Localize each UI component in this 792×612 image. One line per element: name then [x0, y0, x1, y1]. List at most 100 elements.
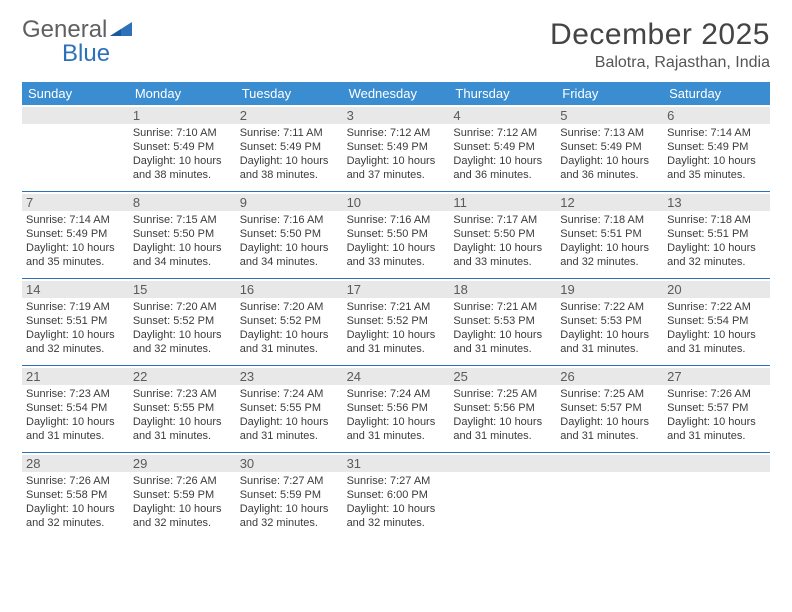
day-info-line: and 31 minutes.	[667, 429, 766, 443]
day-info-line: Sunset: 5:52 PM	[240, 314, 339, 328]
day-info-line: and 34 minutes.	[240, 255, 339, 269]
day-info-line: Sunset: 5:57 PM	[560, 401, 659, 415]
day-info-line: Daylight: 10 hours	[453, 415, 552, 429]
day-info-line: Sunset: 5:50 PM	[347, 227, 446, 241]
day-info-line: Sunset: 5:51 PM	[26, 314, 125, 328]
day-number: 13	[663, 194, 770, 211]
calendar-cell: 16 Sunrise: 7:20 AMSunset: 5:52 PMDayligh…	[236, 279, 343, 365]
day-number: 4	[449, 107, 556, 124]
day-info-line: and 31 minutes.	[560, 342, 659, 356]
day-info-line: and 31 minutes.	[240, 342, 339, 356]
day-info-line: Sunrise: 7:16 AM	[347, 213, 446, 227]
day-number: 18	[449, 281, 556, 298]
day-of-week-header: Sunday Monday Tuesday Wednesday Thursday…	[22, 82, 770, 105]
day-info-line: Daylight: 10 hours	[26, 502, 125, 516]
calendar: Sunday Monday Tuesday Wednesday Thursday…	[22, 82, 770, 539]
day-number: 16	[236, 281, 343, 298]
day-info-line: Sunrise: 7:12 AM	[453, 126, 552, 140]
day-info-line: and 31 minutes.	[240, 429, 339, 443]
calendar-cell: 7Sunrise: 7:14 AMSunset: 5:49 PMDaylight…	[22, 192, 129, 278]
day-number: 25	[449, 368, 556, 385]
month-title: December 2025	[550, 18, 770, 52]
calendar-cell: 29Sunrise: 7:26 AMSunset: 5:59 PMDayligh…	[129, 453, 236, 539]
day-info-line: Sunset: 5:56 PM	[453, 401, 552, 415]
calendar-cell	[556, 453, 663, 539]
day-number-empty	[449, 455, 556, 472]
day-number: 3	[343, 107, 450, 124]
day-info-line: Sunrise: 7:23 AM	[133, 387, 232, 401]
dow-wednesday: Wednesday	[343, 82, 450, 105]
day-info: Sunrise: 7:25 AMSunset: 5:56 PMDaylight:…	[453, 387, 556, 443]
title-block: December 2025 Balotra, Rajasthan, India	[550, 18, 770, 72]
day-info: Sunrise: 7:20 AMSunset: 5:52 PMDaylight:…	[240, 300, 343, 356]
day-info-line: Sunset: 5:49 PM	[133, 140, 232, 154]
calendar-week: 1Sunrise: 7:10 AMSunset: 5:49 PMDaylight…	[22, 105, 770, 192]
day-info-line: Sunset: 5:53 PM	[560, 314, 659, 328]
day-info-line: Sunset: 5:53 PM	[453, 314, 552, 328]
day-info-line: Daylight: 10 hours	[133, 328, 232, 342]
day-info: Sunrise: 7:16 AMSunset: 5:50 PMDaylight:…	[240, 213, 343, 269]
day-number: 23	[236, 368, 343, 385]
day-info-line: Sunrise: 7:26 AM	[667, 387, 766, 401]
day-info-line: Sunrise: 7:27 AM	[240, 474, 339, 488]
day-info: Sunrise: 7:21 AMSunset: 5:52 PMDaylight:…	[347, 300, 450, 356]
day-number: 10	[343, 194, 450, 211]
day-info-line: Daylight: 10 hours	[133, 502, 232, 516]
calendar-cell: 11Sunrise: 7:17 AMSunset: 5:50 PMDayligh…	[449, 192, 556, 278]
day-number: 9	[236, 194, 343, 211]
day-info-line: and 33 minutes.	[347, 255, 446, 269]
calendar-cell: 1Sunrise: 7:10 AMSunset: 5:49 PMDaylight…	[129, 105, 236, 191]
day-info-line: Sunset: 5:49 PM	[667, 140, 766, 154]
day-info-line: Sunset: 5:57 PM	[667, 401, 766, 415]
day-info-line: Daylight: 10 hours	[26, 328, 125, 342]
day-number: 19	[556, 281, 663, 298]
day-info: Sunrise: 7:27 AMSunset: 6:00 PMDaylight:…	[347, 474, 450, 530]
calendar-cell: 8Sunrise: 7:15 AMSunset: 5:50 PMDaylight…	[129, 192, 236, 278]
day-number: 1	[129, 107, 236, 124]
day-info-line: and 37 minutes.	[347, 168, 446, 182]
day-info-line: and 32 minutes.	[667, 255, 766, 269]
day-info-line: Sunrise: 7:18 AM	[560, 213, 659, 227]
day-info-line: Daylight: 10 hours	[560, 241, 659, 255]
day-info-line: Daylight: 10 hours	[453, 328, 552, 342]
day-info-line: Sunset: 5:59 PM	[133, 488, 232, 502]
logo-text-blue: Blue	[62, 40, 110, 67]
day-info-line: Sunset: 5:49 PM	[347, 140, 446, 154]
day-info: Sunrise: 7:22 AMSunset: 5:53 PMDaylight:…	[560, 300, 663, 356]
day-info: Sunrise: 7:11 AMSunset: 5:49 PMDaylight:…	[240, 126, 343, 182]
day-number: 15	[129, 281, 236, 298]
day-info-line: Daylight: 10 hours	[667, 241, 766, 255]
day-info: Sunrise: 7:16 AMSunset: 5:50 PMDaylight:…	[347, 213, 450, 269]
calendar-cell: 28Sunrise: 7:26 AMSunset: 5:58 PMDayligh…	[22, 453, 129, 539]
calendar-week: 14Sunrise: 7:19 AMSunset: 5:51 PMDayligh…	[22, 279, 770, 366]
day-info-line: Daylight: 10 hours	[347, 328, 446, 342]
day-info-line: Sunrise: 7:20 AM	[133, 300, 232, 314]
day-info: Sunrise: 7:12 AMSunset: 5:49 PMDaylight:…	[453, 126, 556, 182]
day-number: 17	[343, 281, 450, 298]
day-info-line: Sunrise: 7:15 AM	[133, 213, 232, 227]
calendar-cell: 4 Sunrise: 7:12 AMSunset: 5:49 PMDaylight…	[449, 105, 556, 191]
calendar-cell: 26Sunrise: 7:25 AMSunset: 5:57 PMDayligh…	[556, 366, 663, 452]
day-number: 28	[22, 455, 129, 472]
day-info-line: and 31 minutes.	[560, 429, 659, 443]
day-info-line: Sunrise: 7:21 AM	[347, 300, 446, 314]
day-info-line: Daylight: 10 hours	[560, 154, 659, 168]
calendar-cell: 31Sunrise: 7:27 AMSunset: 6:00 PMDayligh…	[343, 453, 450, 539]
day-info-line: Sunrise: 7:20 AM	[240, 300, 339, 314]
calendar-cell: 25 Sunrise: 7:25 AMSunset: 5:56 PMDayligh…	[449, 366, 556, 452]
day-number: 11	[449, 194, 556, 211]
day-info-line: Sunrise: 7:25 AM	[560, 387, 659, 401]
day-info-line: Sunset: 5:55 PM	[240, 401, 339, 415]
day-info-line: and 31 minutes.	[667, 342, 766, 356]
calendar-cell: 30Sunrise: 7:27 AMSunset: 5:59 PMDayligh…	[236, 453, 343, 539]
day-info-line: Sunset: 5:49 PM	[240, 140, 339, 154]
day-info-line: Sunrise: 7:14 AM	[667, 126, 766, 140]
day-info-line: and 35 minutes.	[667, 168, 766, 182]
day-info: Sunrise: 7:23 AMSunset: 5:54 PMDaylight:…	[26, 387, 129, 443]
day-info-line: Sunset: 5:49 PM	[26, 227, 125, 241]
day-info-line: Daylight: 10 hours	[453, 154, 552, 168]
day-info-line: Sunrise: 7:10 AM	[133, 126, 232, 140]
day-info-line: Daylight: 10 hours	[240, 328, 339, 342]
day-number: 30	[236, 455, 343, 472]
day-info-line: Sunset: 5:52 PM	[133, 314, 232, 328]
